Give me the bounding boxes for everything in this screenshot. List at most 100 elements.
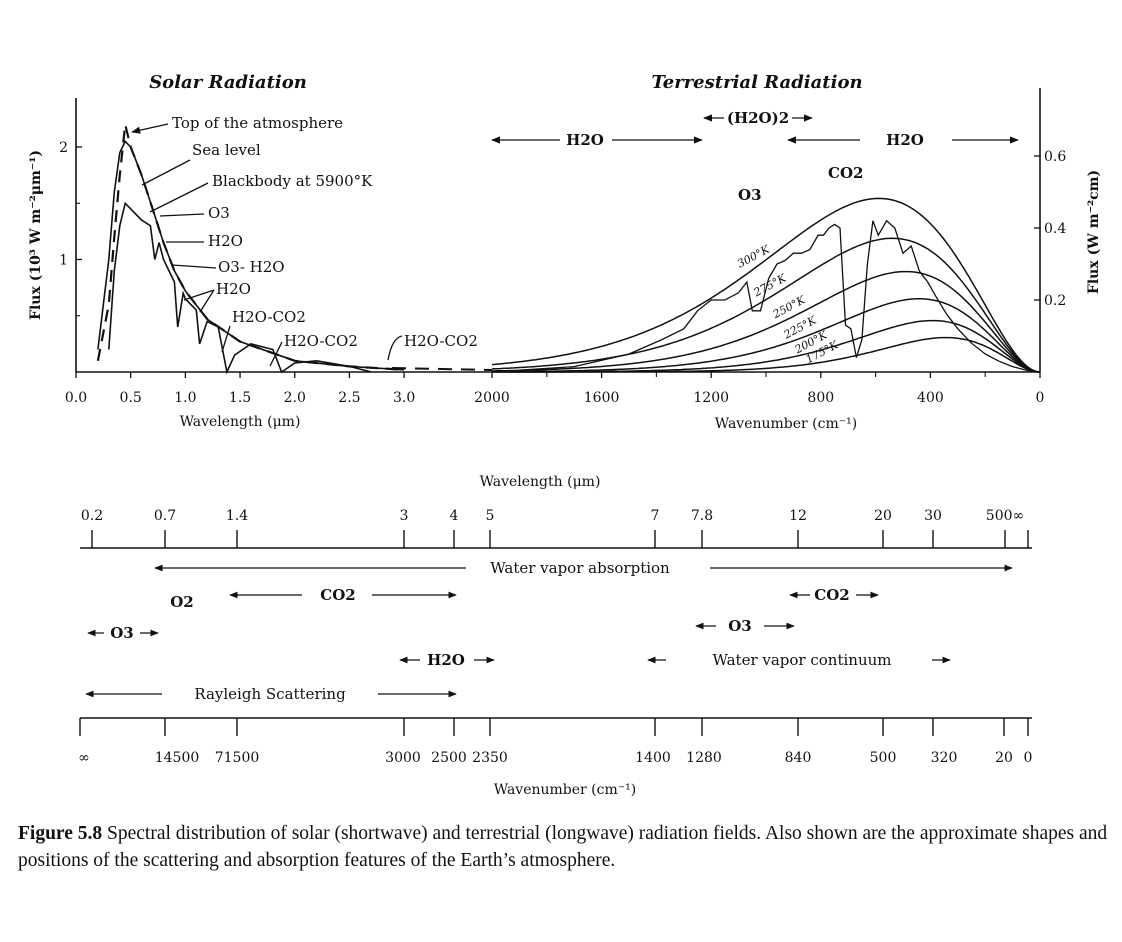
terrestrial-series-250-k [492,270,1041,373]
band-water-vapor-label: Water vapor absorption [490,559,670,577]
annotation-blackbody-pointer [149,182,209,213]
solar-x-tick-label: 1.5 [229,390,251,406]
band-continuum-label: Water vapor continuum [712,651,891,669]
terrestrial-x-tick-label: 2000 [474,390,510,406]
solar-x-tick-label: 1.0 [174,390,196,406]
label-h2o-dimer: (H2O)2 [727,109,789,127]
bottom-axis-tick-label: 71500 [215,750,260,766]
solar-title: Solar Radiation [149,72,307,93]
solar-panel: Solar Radiation Flux (10³ W m⁻²μm⁻¹) Wav… [28,72,1040,430]
label-h2o-left: H2O [566,131,604,149]
band-o3-left-label: O3 [110,624,134,642]
bottom-axis-tick-label: 3000 [385,750,421,766]
band-co2-right-label: CO2 [814,586,849,604]
band-o3-right-label: O3 [728,617,752,635]
bottom-axis-tick-label: 0 [1024,750,1033,766]
solar-x-tick-label: 0.5 [120,390,142,406]
figure-caption: Figure 5.8 Spectral distribution of sola… [18,820,1108,874]
annotation-blackbody: Blackbody at 5900°K [212,172,373,190]
terrestrial-y-label: Flux (W m⁻²cm) [1086,170,1102,294]
annotation-top-atmosphere-pointer [131,123,169,134]
bottom-axis-tick-label: 840 [785,750,812,766]
annotation-h2o-2: H2O [216,280,251,298]
annotation-top-atmosphere: Top of the atmosphere [172,114,343,132]
terrestrial-series-275-k [491,237,1041,373]
terrestrial-x-tick-label: 1200 [693,390,729,406]
terrestrial-title: Terrestrial Radiation [651,72,862,93]
top-axis-tick-label: 20 [874,508,892,524]
top-axis-tick-label: 0.2 [81,508,103,524]
solar-y-label: Flux (10³ W m⁻²μm⁻¹) [28,150,44,320]
annotation-h2o-2-pointer-a [183,289,215,301]
annotation-o3: O3 [208,204,230,222]
band-co2-left-label: CO2 [320,586,355,604]
top-axis-title: Wavelength (μm) [480,474,601,490]
terrestrial-x-tick-label: 1600 [584,390,620,406]
terrestrial-y-tick-label: 0.6 [1044,149,1066,165]
band-label-co2: CO2 [828,164,863,182]
caption-label: Figure 5.8 [18,823,103,844]
annotation-o3-h2o-pointer [171,264,217,269]
top-axis-tick-label: 5 [486,508,495,524]
terrestrial-series-300-k [491,197,1041,373]
band-o2-label: O2 [170,593,194,611]
annotation-h2o-co2-2-pointer [269,341,283,367]
band-label-o3: O3 [738,186,762,204]
terrestrial-panel: Terrestrial Radiation Flux (W m⁻²cm) Wav… [391,72,1102,432]
annotation-h2o-2-pointer-b [199,289,215,313]
annotation-h2o-co2-3-pointer [387,335,403,361]
solar-series-top-of-the-atmosphere [96,124,405,371]
annotation-h2o-co2-3: H2O-CO2 [404,332,478,350]
annotation-sea-level-pointer [141,159,191,186]
top-axis-tick-label: 7 [651,508,660,524]
terrestrial-x-label: Wavenumber (cm⁻¹) [715,416,857,432]
annotation-h2o-co2-1-pointer [221,325,231,353]
annotation-sea-level: Sea level [192,141,261,159]
solar-x-tick-label: 2.5 [338,390,360,406]
top-axis-tick-label: 0.7 [154,508,176,524]
label-h2o-right: H2O [886,131,924,149]
bottom-axis-tick-label: ∞ [78,750,90,766]
top-axis-tick-label: 7.8 [691,508,713,524]
bottom-axis-tick-label: 14500 [155,750,200,766]
terrestrial-series-175-k [492,336,1041,373]
caption-text: Spectral distribution of solar (shortwav… [18,823,1108,871]
top-axis-tick-label: 3 [400,508,409,524]
band-h2o-label: H2O [427,651,465,669]
solar-x-tick-label: 3.0 [393,390,415,406]
solar-x-tick-label: 2.0 [284,390,306,406]
terrestrial-series-225-k [492,298,1041,373]
solar-x-label: Wavelength (μm) [180,414,301,430]
top-axis-tick-label: 500∞ [986,508,1024,524]
bottom-axis-title: Wavenumber (cm⁻¹) [494,782,636,798]
bottom-axis-tick-label: 320 [931,750,958,766]
top-axis-tick-label: 4 [450,508,459,524]
terrestrial-curve-label: 300°K [735,242,772,270]
top-axis-tick-label: 30 [924,508,942,524]
terrestrial-x-tick-label: 800 [807,390,834,406]
bottom-axis-tick-label: 1400 [635,750,671,766]
top-axis-tick-label: 12 [789,508,807,524]
terrestrial-y-tick-label: 0.2 [1044,293,1066,309]
solar-y-tick-label: 2 [59,140,68,156]
terrestrial-series-observed-spectrum [519,219,1041,373]
terrestrial-x-tick-label: 0 [1036,390,1045,406]
bottom-axis-tick-label: 1280 [686,750,722,766]
solar-series-blackbody-at-5900-k [97,140,405,371]
annotation-h2o-1: H2O [208,232,243,250]
panel-connector-dashed [391,367,493,371]
band-diagram: Wavelength (μm) 0.2 0.7 1.4 3 4 5 7 7.8 12 20 30 50… [78,474,1032,798]
terrestrial-y-tick-label: 0.4 [1044,221,1066,237]
bottom-axis-tick-label: 20 [995,750,1013,766]
bottom-axis-tick-label: 2350 [472,750,508,766]
solar-x-tick-label: 0.0 [65,390,87,406]
top-axis-tick-label: 1.4 [226,508,248,524]
annotation-o3-pointer [159,213,205,217]
bottom-axis-tick-label: 2500 [431,750,467,766]
band-rayleigh-label: Rayleigh Scattering [194,685,346,703]
figure: Solar Radiation Flux (10³ W m⁻²μm⁻¹) Wav… [28,72,1102,798]
terrestrial-x-tick-label: 400 [917,390,944,406]
terrestrial-curve-label: 250°K [770,293,808,322]
annotation-o3-h2o: O3- H2O [218,258,285,276]
annotation-h2o-co2-1: H2O-CO2 [232,308,306,326]
